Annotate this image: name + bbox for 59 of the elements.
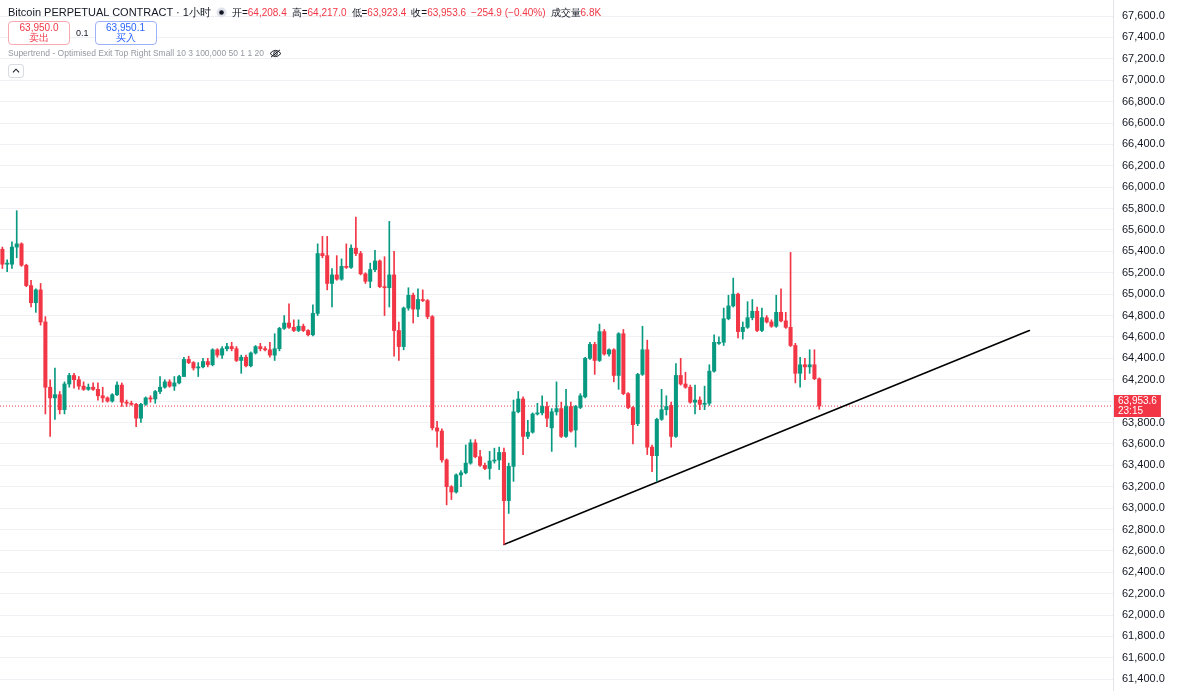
annotation: 收=63,953.6 — [411, 6, 467, 18]
candlestick — [334, 255, 339, 281]
y-tick-label: 65,800.0 — [1122, 201, 1165, 214]
candlestick — [693, 384, 698, 415]
y-tick-label: 67,600.0 — [1122, 9, 1165, 22]
y-tick-label: 62,200.0 — [1122, 586, 1165, 599]
y-tick-label: 67,200.0 — [1122, 51, 1165, 64]
candlestick — [239, 354, 244, 374]
y-tick-label: 65,200.0 — [1122, 265, 1165, 278]
ref-line-label: 63,953.6 — [1118, 394, 1158, 406]
y-tick-label: 66,400.0 — [1122, 137, 1165, 150]
y-tick-label: 63,600.0 — [1122, 436, 1165, 449]
y-tick-label: 61,600.0 — [1122, 650, 1165, 663]
annotation: 高=64,217.0 — [291, 6, 347, 18]
annotation: 63,950.1 — [105, 22, 146, 33]
y-tick-label: 64,400.0 — [1122, 351, 1165, 364]
y-tick-label: 62,000.0 — [1122, 608, 1165, 621]
annotation: 0.1 — [76, 28, 89, 38]
y-tick-label: 63,200.0 — [1122, 479, 1165, 492]
annotation: 开=64,208.4 — [231, 6, 287, 18]
y-tick-label: 67,400.0 — [1122, 30, 1165, 43]
y-tick-label: 63,000.0 — [1122, 501, 1165, 514]
annotation: Supertrend - Optimised Exit Top Right Small 10 3 100,000 50 1 1 20 — [8, 48, 264, 58]
sell-button: 63,950.0 卖出 — [8, 21, 70, 45]
annotation: 成交量6.8K — [550, 6, 602, 18]
annotation: 低=63,923.4 — [351, 6, 407, 18]
text: 23:15 — [1118, 404, 1144, 416]
y-tick-label: 67,000.0 — [1122, 73, 1165, 86]
annotation: 63,950.0 — [18, 22, 60, 33]
y-tick-label: 63,800.0 — [1122, 415, 1165, 428]
y-tick-label: 62,800.0 — [1122, 522, 1165, 535]
y-tick-label: 66,600.0 — [1122, 116, 1165, 129]
y-tick-label: 64,200.0 — [1122, 372, 1165, 385]
y-tick-label: 62,600.0 — [1122, 543, 1165, 556]
text: Bitcoin PERPETUAL CONTRACT · 1小时 — [8, 5, 211, 20]
candlestick — [52, 367, 57, 420]
y-tick-label: 66,200.0 — [1122, 158, 1165, 171]
y-tick-label: 66,000.0 — [1122, 180, 1165, 193]
buy-button: 63,950.1 买入 — [94, 21, 157, 45]
y-tick-label: 64,600.0 — [1122, 329, 1165, 342]
y-tick-label: 63,400.0 — [1122, 458, 1165, 471]
candlestick — [329, 268, 335, 308]
candlestick — [387, 221, 392, 308]
y-tick-label: 66,800.0 — [1122, 94, 1165, 107]
candlestick — [344, 243, 349, 269]
candlestick — [525, 420, 530, 439]
y-tick-label: 62,400.0 — [1122, 565, 1165, 578]
candlestick — [286, 303, 292, 329]
annotation: 买入 — [115, 32, 136, 43]
y-tick-label: 65,600.0 — [1122, 223, 1165, 236]
annotation: 卖出 — [29, 32, 49, 43]
y-tick-label: 65,400.0 — [1122, 244, 1165, 257]
candlestick — [807, 349, 812, 374]
y-tick-label: 65,000.0 — [1122, 287, 1165, 300]
candlestick — [802, 358, 807, 381]
annotation: −254.9 (−0.40%) — [471, 7, 546, 18]
y-tick-label: 61,800.0 — [1122, 629, 1165, 642]
y-tick-label: 61,400.0 — [1122, 672, 1165, 685]
y-tick-label: 64,800.0 — [1122, 308, 1165, 321]
